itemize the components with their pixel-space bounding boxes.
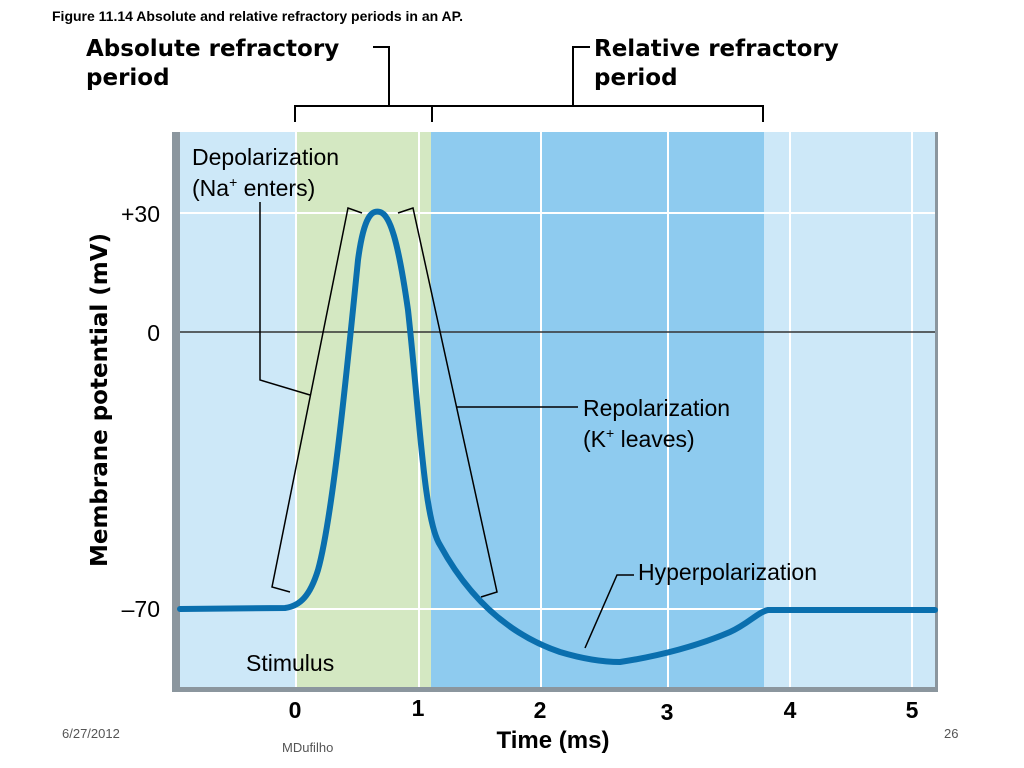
stimulus-label: Stimulus (246, 650, 334, 676)
depolarization-sublabel: (Na+ enters) (192, 174, 315, 201)
repolarization-sublabel: (K+ leaves) (583, 425, 695, 452)
depolarization-bracket (271, 207, 363, 593)
x-tick-label: 1 (412, 695, 425, 721)
x-tick-label: 0 (289, 697, 302, 723)
x-axis-label: Time (ms) (497, 727, 610, 754)
x-tick-label: 3 (661, 699, 674, 725)
absolute-bracket-leader (373, 46, 390, 106)
x-tick-label: 5 (906, 697, 919, 723)
x-tick-label: 4 (784, 697, 797, 723)
absolute-bracket (294, 105, 433, 122)
relative-bracket-leader (572, 46, 590, 106)
action-potential-curve (177, 208, 938, 665)
absolute-refractory-label: Absolute refractory period (86, 36, 340, 91)
x-tick-label: 2 (534, 697, 547, 723)
relative-bracket (431, 105, 764, 122)
repolarization-label: Repolarization (583, 395, 730, 421)
depolarization-leader (259, 202, 311, 396)
figure-caption: Figure 11.14 Absolute and relative refra… (52, 8, 464, 24)
footer-author: MDufilho (282, 740, 334, 755)
footer-page-number: 26 (944, 726, 959, 741)
y-tick-label: +30 (121, 201, 160, 227)
top-brackets (294, 46, 764, 122)
hyperpolarization-leader (584, 574, 634, 649)
hyperpolarization-label: Hyperpolarization (638, 559, 817, 585)
y-tick-label: –70 (122, 596, 160, 622)
footer-date: 6/27/2012 (62, 726, 120, 741)
absolute-refractory-band (296, 132, 431, 687)
depolarization-label: Depolarization (192, 144, 339, 170)
repolarization-bracket (397, 207, 498, 598)
relative-refractory-label: Relative refractory period (594, 36, 839, 91)
y-tick-label: 0 (147, 320, 160, 346)
